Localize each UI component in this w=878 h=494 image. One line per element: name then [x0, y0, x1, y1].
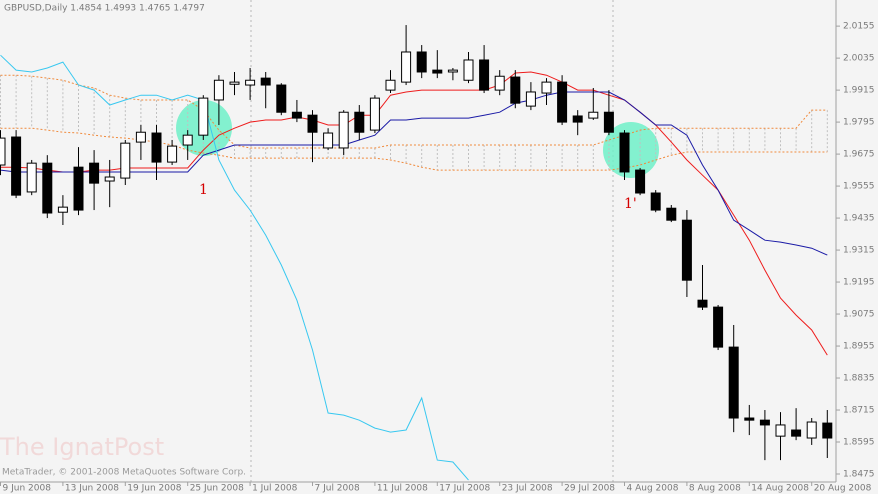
y-tick-label: 1.8475	[843, 470, 875, 480]
y-tick-label: 1.9915	[843, 86, 875, 96]
candle-body	[510, 76, 521, 104]
candle-body	[11, 136, 22, 196]
indicator-line	[0, 91, 828, 256]
candle-body	[650, 192, 661, 211]
y-tick-label: 1.9555	[843, 182, 875, 192]
highlight-circle	[603, 122, 659, 178]
x-tick-label: 13 Jun 2008	[65, 484, 119, 494]
candle-body	[713, 306, 724, 348]
candle-body	[307, 114, 318, 133]
x-tick-label: 11 Jul 2008	[377, 484, 428, 494]
candle-body	[822, 422, 833, 439]
candle-body	[447, 69, 458, 73]
x-tick-label: 29 Jul 2008	[564, 484, 615, 494]
y-tick-label: 1.9435	[843, 214, 875, 224]
plot	[0, 25, 833, 481]
candle-body	[432, 69, 443, 74]
candle-body	[479, 59, 490, 91]
candle-body	[369, 97, 380, 131]
candle-body	[681, 219, 692, 281]
candle-body	[182, 134, 193, 146]
candle-body	[775, 424, 786, 437]
annotation: 1'	[624, 196, 637, 212]
candle-body	[463, 59, 474, 81]
y-tick-label: 1.8595	[843, 438, 875, 448]
indicator-line	[0, 54, 469, 481]
candle-body	[229, 81, 240, 85]
candle-body	[260, 77, 271, 86]
candle-body	[557, 81, 568, 123]
candle-body	[525, 91, 536, 107]
candle-body	[572, 115, 583, 123]
candle-body	[619, 132, 630, 173]
cloud-line	[0, 127, 828, 171]
candle-body	[791, 429, 802, 437]
candle-body	[167, 145, 178, 163]
candle-body	[603, 111, 614, 133]
x-tick-label: 25 Jun 2008	[190, 484, 244, 494]
candle-body	[385, 79, 396, 91]
x-tick-label: 23 Jul 2008	[502, 484, 553, 494]
candle-body	[635, 169, 646, 194]
y-tick-label: 2.0155	[843, 22, 875, 32]
candle-body	[806, 421, 817, 439]
y-tick-label: 1.9675	[843, 150, 875, 160]
candle-body	[73, 166, 84, 211]
candle-body	[666, 207, 677, 221]
chart-title: GBPUSD,Daily 1.4854 1.4993 1.4765 1.4797	[4, 4, 205, 14]
candle-body	[0, 137, 6, 166]
candle-body	[26, 162, 37, 193]
x-tick-label: 4 Aug 2008	[627, 484, 679, 494]
watermark: The IgnatPost	[0, 433, 164, 461]
candle-body	[744, 417, 755, 421]
candle-body	[759, 419, 770, 426]
candle-body	[291, 111, 302, 119]
y-tick-label: 1.8715	[843, 406, 875, 416]
candle-body	[697, 299, 708, 308]
candle-body	[338, 111, 349, 149]
x-tick-label: 14 Aug 2008	[751, 484, 809, 494]
copyright: MetaTrader, © 2001-2008 MetaQuotes Softw…	[2, 468, 246, 478]
x-tick-label: 9 Jun 2008	[3, 484, 52, 494]
candle-body	[151, 132, 162, 163]
y-tick-label: 1.8955	[843, 342, 875, 352]
candle-body	[104, 176, 115, 182]
candle-body	[57, 206, 68, 213]
candle-body	[323, 132, 334, 149]
candle-body	[245, 79, 256, 86]
candle-body	[213, 79, 224, 101]
x-tick-label: 1 Jul 2008	[252, 484, 297, 494]
y-tick-label: 1.9195	[843, 278, 875, 288]
y-tick-label: 1.9795	[843, 118, 875, 128]
cloud-line	[0, 74, 828, 149]
x-tick-label: 7 Jul 2008	[315, 484, 360, 494]
candle-body	[494, 75, 505, 91]
candle-body	[120, 142, 131, 179]
candle-body	[42, 162, 53, 214]
candle-body	[588, 111, 599, 119]
x-tick-label: 20 Aug 2008	[814, 484, 872, 494]
candle-body	[89, 162, 100, 184]
x-tick-label: 8 Aug 2008	[689, 484, 741, 494]
candle-body	[354, 111, 365, 133]
y-tick-label: 2.0035	[843, 54, 875, 64]
indicator-line	[0, 71, 828, 356]
candle-body	[276, 84, 287, 113]
x-tick-label: 17 Jul 2008	[439, 484, 490, 494]
annotation: 1	[199, 182, 208, 198]
candle-body	[541, 81, 552, 94]
candle-body	[198, 97, 209, 136]
y-tick-label: 1.9075	[843, 310, 875, 320]
candle-body	[728, 346, 739, 419]
candle-body	[135, 131, 146, 143]
candle-body	[401, 51, 412, 83]
y-tick-label: 1.9315	[843, 246, 875, 256]
x-tick-label: 19 Jun 2008	[127, 484, 181, 494]
y-tick-label: 1.8835	[843, 374, 875, 384]
candle-body	[416, 51, 427, 73]
